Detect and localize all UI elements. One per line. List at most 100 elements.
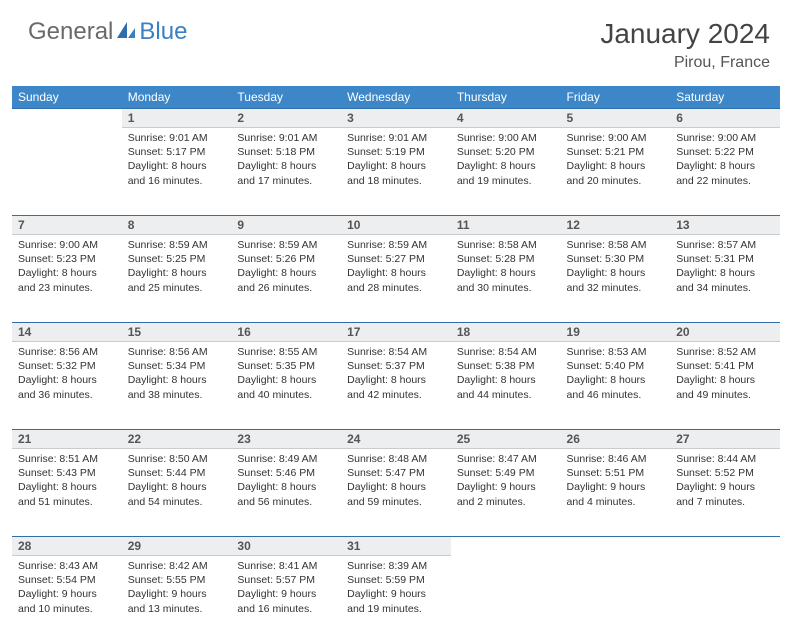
- sunrise-line: Sunrise: 8:41 AM: [237, 559, 335, 573]
- day-number-row: 21222324252627: [12, 430, 780, 449]
- day-cell: Sunrise: 8:59 AMSunset: 5:25 PMDaylight:…: [122, 235, 232, 323]
- sunset-line: Sunset: 5:41 PM: [676, 359, 774, 373]
- sunrise-line: Sunrise: 8:58 AM: [457, 238, 555, 252]
- day-cell-body: Sunrise: 8:56 AMSunset: 5:34 PMDaylight:…: [122, 342, 232, 408]
- day-number-row: 28293031: [12, 537, 780, 556]
- day-number-cell: 18: [451, 323, 561, 342]
- sunset-line: Sunset: 5:40 PM: [567, 359, 665, 373]
- day-cell: Sunrise: 9:00 AMSunset: 5:21 PMDaylight:…: [561, 128, 671, 216]
- day-cell-body: Sunrise: 8:54 AMSunset: 5:37 PMDaylight:…: [341, 342, 451, 408]
- sunset-line: Sunset: 5:21 PM: [567, 145, 665, 159]
- day-number-cell: 27: [670, 430, 780, 449]
- day-number-row: 14151617181920: [12, 323, 780, 342]
- logo-text-2: Blue: [139, 18, 187, 46]
- sunset-line: Sunset: 5:17 PM: [128, 145, 226, 159]
- day1-line: Daylight: 9 hours: [18, 587, 116, 601]
- day1-line: Daylight: 8 hours: [237, 266, 335, 280]
- sunrise-line: Sunrise: 8:55 AM: [237, 345, 335, 359]
- day2-line: and 34 minutes.: [676, 281, 774, 295]
- day1-line: Daylight: 8 hours: [18, 373, 116, 387]
- day-number-cell: 23: [231, 430, 341, 449]
- logo-sail-icon: [115, 20, 137, 45]
- sunrise-line: Sunrise: 8:54 AM: [457, 345, 555, 359]
- day1-line: Daylight: 8 hours: [676, 266, 774, 280]
- day-cell: [12, 128, 122, 216]
- weekday-header: Thursday: [451, 86, 561, 109]
- sunrise-line: Sunrise: 8:56 AM: [128, 345, 226, 359]
- day-number-cell: 9: [231, 216, 341, 235]
- day-cell: Sunrise: 8:43 AMSunset: 5:54 PMDaylight:…: [12, 556, 122, 644]
- sunset-line: Sunset: 5:18 PM: [237, 145, 335, 159]
- day-number-cell: 31: [341, 537, 451, 556]
- sunset-line: Sunset: 5:54 PM: [18, 573, 116, 587]
- day-cell: [561, 556, 671, 644]
- logo-text-1: General: [28, 18, 113, 46]
- weekday-header: Tuesday: [231, 86, 341, 109]
- day-number-cell: 5: [561, 109, 671, 128]
- sunset-line: Sunset: 5:20 PM: [457, 145, 555, 159]
- sunrise-line: Sunrise: 8:50 AM: [128, 452, 226, 466]
- day2-line: and 51 minutes.: [18, 495, 116, 509]
- day1-line: Daylight: 9 hours: [347, 587, 445, 601]
- sunset-line: Sunset: 5:22 PM: [676, 145, 774, 159]
- day-cell: Sunrise: 8:39 AMSunset: 5:59 PMDaylight:…: [341, 556, 451, 644]
- day2-line: and 44 minutes.: [457, 388, 555, 402]
- sunrise-line: Sunrise: 8:54 AM: [347, 345, 445, 359]
- day-cell-body: Sunrise: 9:00 AMSunset: 5:21 PMDaylight:…: [561, 128, 671, 194]
- day1-line: Daylight: 8 hours: [676, 373, 774, 387]
- day2-line: and 20 minutes.: [567, 174, 665, 188]
- day2-line: and 49 minutes.: [676, 388, 774, 402]
- day-cell-body: Sunrise: 8:48 AMSunset: 5:47 PMDaylight:…: [341, 449, 451, 515]
- sunset-line: Sunset: 5:47 PM: [347, 466, 445, 480]
- sunset-line: Sunset: 5:32 PM: [18, 359, 116, 373]
- weekday-header-row: Sunday Monday Tuesday Wednesday Thursday…: [12, 86, 780, 109]
- day-cell: Sunrise: 8:50 AMSunset: 5:44 PMDaylight:…: [122, 449, 232, 537]
- day-number-cell: 28: [12, 537, 122, 556]
- sunset-line: Sunset: 5:26 PM: [237, 252, 335, 266]
- title-block: January 2024 Pirou, France: [600, 18, 770, 72]
- sunrise-line: Sunrise: 8:52 AM: [676, 345, 774, 359]
- day1-line: Daylight: 9 hours: [567, 480, 665, 494]
- day-cell: Sunrise: 8:59 AMSunset: 5:27 PMDaylight:…: [341, 235, 451, 323]
- day2-line: and 16 minutes.: [128, 174, 226, 188]
- day2-line: and 54 minutes.: [128, 495, 226, 509]
- day-cell: Sunrise: 9:00 AMSunset: 5:23 PMDaylight:…: [12, 235, 122, 323]
- logo: General Blue: [28, 18, 187, 46]
- day2-line: and 59 minutes.: [347, 495, 445, 509]
- day1-line: Daylight: 8 hours: [457, 373, 555, 387]
- day-number-cell: [561, 537, 671, 556]
- sunrise-line: Sunrise: 8:57 AM: [676, 238, 774, 252]
- day1-line: Daylight: 9 hours: [676, 480, 774, 494]
- day-cell-body: Sunrise: 8:58 AMSunset: 5:30 PMDaylight:…: [561, 235, 671, 301]
- sunrise-line: Sunrise: 8:44 AM: [676, 452, 774, 466]
- weekday-header: Friday: [561, 86, 671, 109]
- day-cell-body: Sunrise: 9:01 AMSunset: 5:19 PMDaylight:…: [341, 128, 451, 194]
- day2-line: and 17 minutes.: [237, 174, 335, 188]
- sunrise-line: Sunrise: 8:51 AM: [18, 452, 116, 466]
- sunset-line: Sunset: 5:38 PM: [457, 359, 555, 373]
- day-cell: Sunrise: 8:56 AMSunset: 5:32 PMDaylight:…: [12, 342, 122, 430]
- day-cell-body: Sunrise: 8:57 AMSunset: 5:31 PMDaylight:…: [670, 235, 780, 301]
- day1-line: Daylight: 8 hours: [237, 373, 335, 387]
- weekday-header: Monday: [122, 86, 232, 109]
- sunrise-line: Sunrise: 8:42 AM: [128, 559, 226, 573]
- sunset-line: Sunset: 5:23 PM: [18, 252, 116, 266]
- day1-line: Daylight: 9 hours: [457, 480, 555, 494]
- day2-line: and 10 minutes.: [18, 602, 116, 616]
- day1-line: Daylight: 8 hours: [128, 373, 226, 387]
- month-title: January 2024: [600, 18, 770, 50]
- sunrise-line: Sunrise: 8:53 AM: [567, 345, 665, 359]
- sunrise-line: Sunrise: 8:56 AM: [18, 345, 116, 359]
- day-cell: Sunrise: 8:55 AMSunset: 5:35 PMDaylight:…: [231, 342, 341, 430]
- day-number-cell: 22: [122, 430, 232, 449]
- day-cell: Sunrise: 8:49 AMSunset: 5:46 PMDaylight:…: [231, 449, 341, 537]
- sunset-line: Sunset: 5:43 PM: [18, 466, 116, 480]
- day-cell-body: Sunrise: 8:54 AMSunset: 5:38 PMDaylight:…: [451, 342, 561, 408]
- day2-line: and 23 minutes.: [18, 281, 116, 295]
- day-number-row: 78910111213: [12, 216, 780, 235]
- day-cell: Sunrise: 8:47 AMSunset: 5:49 PMDaylight:…: [451, 449, 561, 537]
- sunset-line: Sunset: 5:51 PM: [567, 466, 665, 480]
- day2-line: and 25 minutes.: [128, 281, 226, 295]
- day2-line: and 22 minutes.: [676, 174, 774, 188]
- sunset-line: Sunset: 5:27 PM: [347, 252, 445, 266]
